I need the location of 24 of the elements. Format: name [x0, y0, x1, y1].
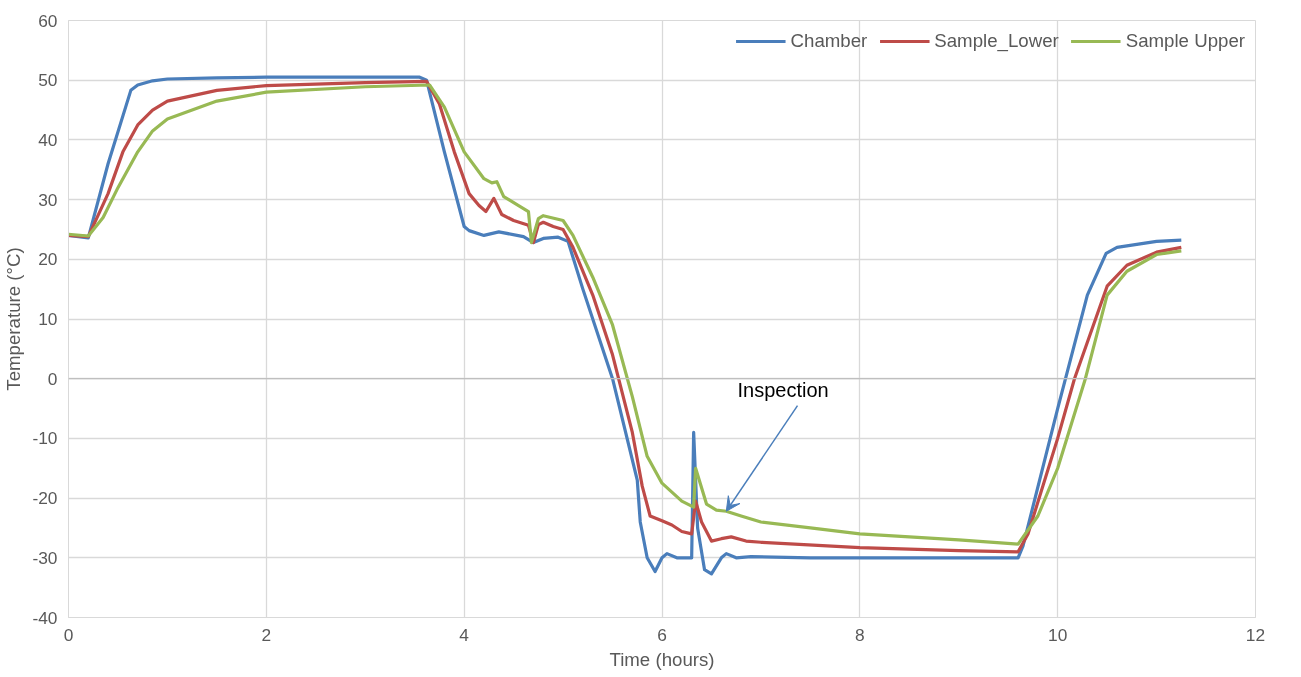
x-tick-label: 12 — [1245, 624, 1266, 645]
legend-label: Sample_Lower — [934, 30, 1059, 52]
x-tick-label: 10 — [1048, 624, 1068, 645]
y-tick-label: 40 — [38, 129, 58, 150]
legend-label: Sample Upper — [1125, 30, 1245, 52]
y-tick-label: -30 — [32, 547, 58, 568]
y-tick-label: 0 — [47, 368, 58, 389]
y-tick-label: -40 — [32, 607, 58, 628]
y-tick-label: 60 — [38, 10, 58, 31]
y-tick-label: -10 — [32, 428, 58, 449]
x-tick-label: 4 — [459, 624, 470, 645]
legend-label: Chamber — [790, 30, 868, 52]
y-tick-label: 30 — [38, 189, 58, 210]
y-tick-label: 10 — [38, 309, 58, 329]
x-tick-label: 6 — [657, 624, 667, 645]
x-axis-title: Time (hours) — [609, 648, 715, 670]
x-tick-label: 2 — [261, 624, 272, 645]
annotation: Inspection — [737, 378, 829, 401]
y-tick-label: 50 — [38, 70, 58, 91]
y-tick-label: 20 — [38, 249, 58, 270]
y-tick-label: -20 — [32, 488, 58, 509]
x-tick-label: 0 — [63, 624, 74, 645]
x-tick-label: 8 — [855, 624, 865, 645]
y-axis-title: Temperature (°C) — [3, 247, 25, 391]
